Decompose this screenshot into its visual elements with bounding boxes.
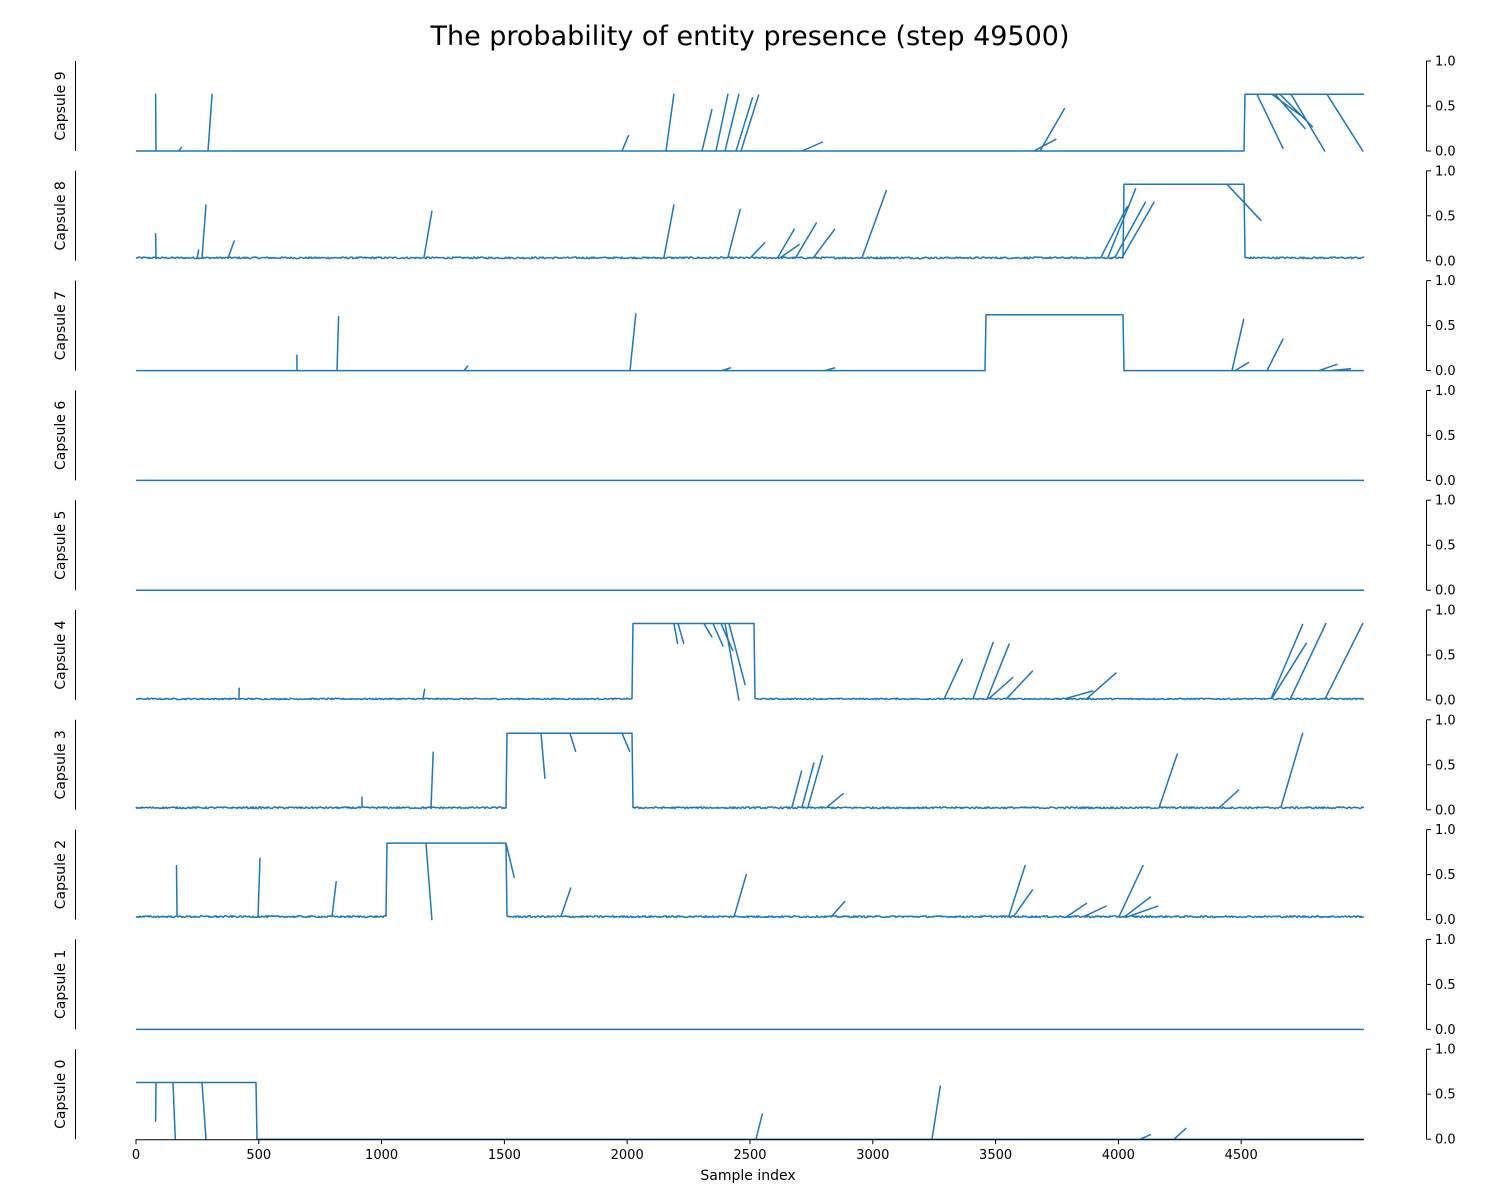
chart-title: The probability of entity presence (step… [429, 21, 1069, 52]
series-line [135, 732, 1365, 810]
y-tick-label: 0.5 [1435, 209, 1456, 224]
series-line [136, 313, 1364, 372]
x-tick-label: 2000 [611, 1148, 644, 1163]
x-tick-label: 1500 [488, 1148, 521, 1163]
x-tick-label: 3000 [856, 1148, 889, 1163]
y-tick-label: 0.0 [1435, 364, 1456, 379]
x-tick-label: 500 [246, 1148, 271, 1163]
panel-capsule-0: Capsule 0 0.0 0.5 1.0 [53, 1043, 1456, 1148]
panel-label: Capsule 3 [53, 730, 69, 799]
x-tick-label: 0 [132, 1148, 140, 1163]
panel-capsule-1: Capsule 1 0.0 0.5 1.0 [53, 933, 1456, 1038]
y-tick-label: 1.0 [1435, 164, 1456, 179]
y-tick-label: 0.5 [1435, 1088, 1456, 1103]
y-tick-label: 0.0 [1435, 254, 1456, 269]
x-tick-label: 3500 [979, 1148, 1012, 1163]
y-tick-label: 0.0 [1435, 474, 1456, 489]
panel-capsule-8: Capsule 8 0.0 0.5 1.0 [53, 164, 1456, 269]
y-tick-label: 0.5 [1435, 319, 1456, 334]
y-tick-label: 0.0 [1435, 913, 1456, 928]
x-tick-label: 4000 [1102, 1148, 1135, 1163]
y-tick-label: 0.5 [1435, 758, 1456, 773]
panel-capsule-2: Capsule 2 0.0 0.5 1.0 [53, 823, 1456, 928]
series-line [135, 622, 1365, 701]
panel-capsule-7: Capsule 7 0.0 0.5 1.0 [53, 274, 1456, 379]
y-tick-label: 0.5 [1435, 100, 1456, 115]
y-tick-label: 0.0 [1435, 145, 1456, 160]
y-tick-label: 1.0 [1435, 823, 1456, 838]
y-tick-label: 1.0 [1435, 384, 1456, 399]
panel-label: Capsule 9 [53, 71, 69, 140]
panel-capsule-4: Capsule 4 0.0 0.5 1.0 [53, 604, 1456, 709]
y-tick-label: 1.0 [1435, 713, 1456, 728]
series-line [135, 183, 1365, 260]
y-tick-label: 0.5 [1435, 649, 1456, 664]
series-line [135, 842, 1365, 921]
panel-label: Capsule 0 [53, 1060, 69, 1129]
panel-label: Capsule 6 [53, 401, 69, 470]
panel-capsule-5: Capsule 5 0.0 0.5 1.0 [53, 494, 1456, 599]
y-tick-label: 1.0 [1435, 494, 1456, 509]
y-tick-label: 0.5 [1435, 978, 1456, 993]
panel-label: Capsule 7 [53, 291, 69, 360]
x-axis: 0 500 1000 1500 2000 2500 3000 3500 4000 4500 [132, 1139, 1364, 1163]
y-tick-label: 1.0 [1435, 1043, 1456, 1058]
y-tick-label: 1.0 [1435, 55, 1456, 70]
x-axis-label: Sample index [700, 1168, 795, 1184]
y-tick-label: 1.0 [1435, 274, 1456, 289]
series-line [136, 93, 1364, 152]
x-tick-label: 1000 [365, 1148, 398, 1163]
y-tick-label: 0.5 [1435, 429, 1456, 444]
x-tick-label: 2500 [733, 1148, 766, 1163]
y-tick-label: 0.5 [1435, 539, 1456, 554]
y-tick-label: 0.0 [1435, 1023, 1456, 1038]
panel-capsule-9: Capsule 9 0.0 0.5 1.0 [53, 55, 1456, 160]
y-tick-label: 0.0 [1435, 803, 1456, 818]
y-tick-label: 1.0 [1435, 604, 1456, 619]
panel-label: Capsule 1 [53, 950, 69, 1019]
y-tick-label: 0.0 [1435, 1133, 1456, 1148]
y-tick-label: 0.0 [1435, 694, 1456, 709]
panel-label: Capsule 2 [53, 840, 69, 909]
panel-label: Capsule 5 [53, 511, 69, 580]
y-tick-label: 0.5 [1435, 868, 1456, 883]
y-tick-label: 0.0 [1435, 584, 1456, 599]
panel-label: Capsule 4 [53, 620, 69, 689]
y-tick-label: 1.0 [1435, 933, 1456, 948]
series-line [136, 1081, 1364, 1140]
panel-label: Capsule 8 [53, 181, 69, 250]
x-tick-label: 4500 [1225, 1148, 1258, 1163]
panel-capsule-3: Capsule 3 0.0 0.5 1.0 [53, 713, 1456, 818]
panel-capsule-6: Capsule 6 0.0 0.5 1.0 [53, 384, 1456, 489]
